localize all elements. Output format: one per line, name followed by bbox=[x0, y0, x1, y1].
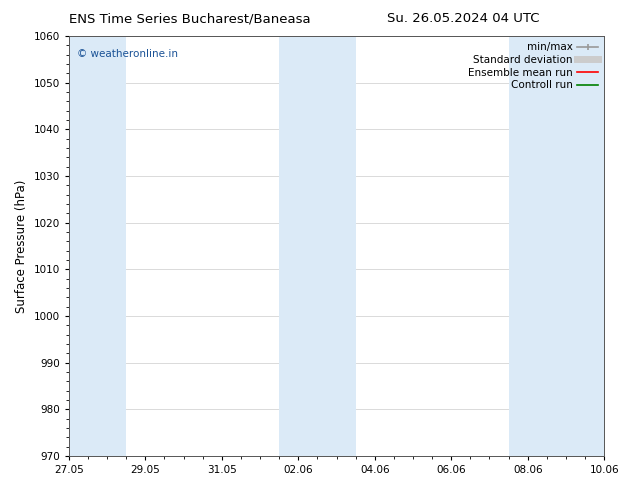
Text: Su. 26.05.2024 04 UTC: Su. 26.05.2024 04 UTC bbox=[387, 12, 539, 25]
Bar bbox=[279, 36, 356, 456]
Text: ENS Time Series Bucharest/Baneasa: ENS Time Series Bucharest/Baneasa bbox=[69, 12, 311, 25]
Text: © weatheronline.in: © weatheronline.in bbox=[77, 49, 178, 59]
Legend: min/max, Standard deviation, Ensemble mean run, Controll run: min/max, Standard deviation, Ensemble me… bbox=[464, 38, 602, 95]
Bar bbox=[69, 36, 126, 456]
Bar bbox=[508, 36, 604, 456]
Y-axis label: Surface Pressure (hPa): Surface Pressure (hPa) bbox=[15, 179, 28, 313]
